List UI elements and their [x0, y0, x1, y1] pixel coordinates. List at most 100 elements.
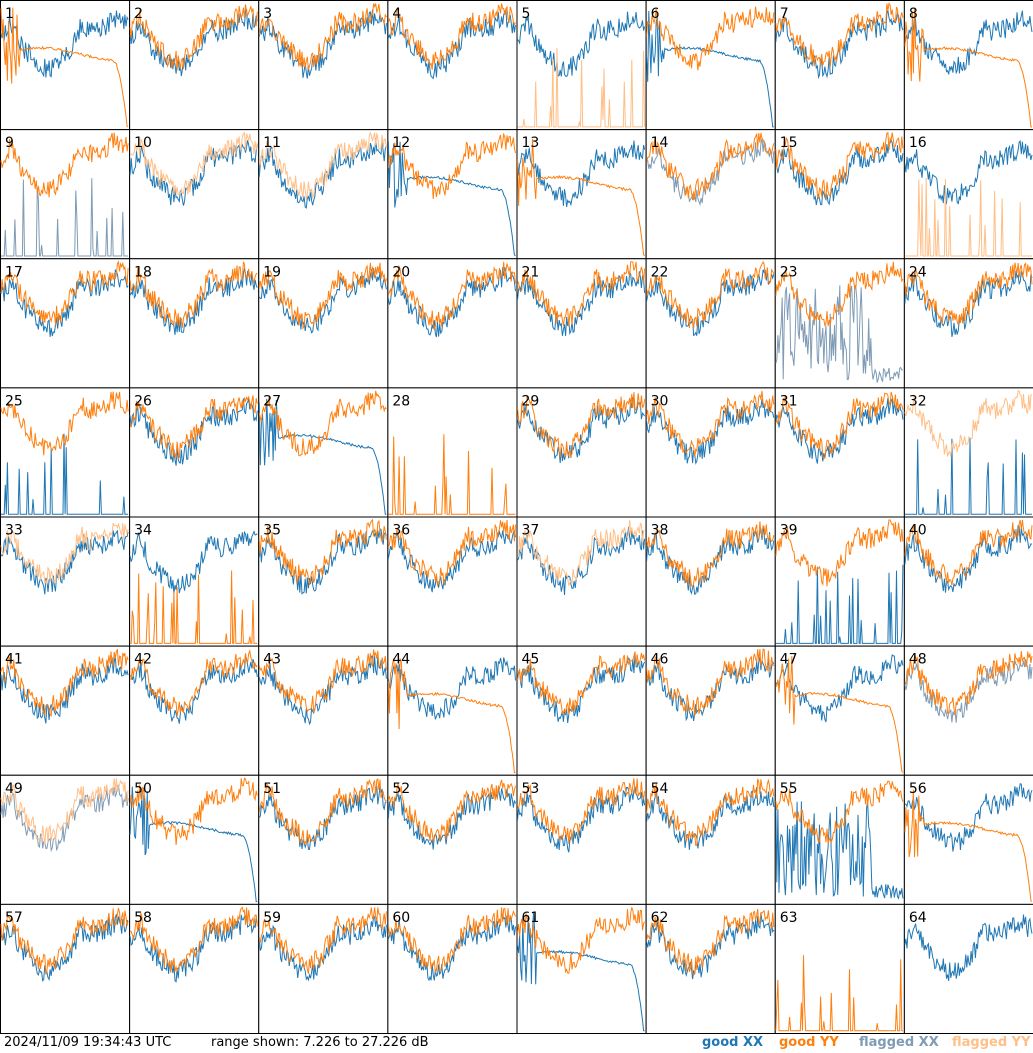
- panel-frame: [774, 903, 905, 1034]
- panel-32: 32: [903, 387, 1033, 518]
- panel-57: 57: [0, 903, 131, 1034]
- series-yy-line: [646, 390, 775, 458]
- series-yy-line: [775, 131, 904, 199]
- series-xx-line: [387, 529, 516, 593]
- panel-61: 61: [516, 903, 647, 1034]
- panel-23: 23: [774, 258, 905, 389]
- panel-number-label: 63: [780, 910, 798, 926]
- series-xx-line: [775, 138, 904, 206]
- series-yy-line: [517, 47, 646, 128]
- panel-41: 41: [0, 645, 131, 776]
- series-yy-line: [0, 391, 129, 456]
- panel-43: 43: [258, 645, 389, 776]
- series-yy-line: [775, 656, 904, 773]
- panel-number-label: 15: [780, 135, 798, 151]
- panel-number-label: 22: [651, 264, 669, 280]
- series-xx-line: [0, 268, 129, 337]
- panel-frame: [258, 645, 389, 776]
- series-yy-line: [258, 262, 387, 330]
- panel-14: 14: [645, 129, 776, 260]
- panel-frame: [387, 387, 518, 518]
- series-yy-line: [387, 261, 516, 331]
- series-xx-line: [129, 140, 258, 206]
- panel-number-label: 12: [392, 135, 410, 151]
- series-yy-line: [904, 789, 1033, 902]
- panel-16: 16: [903, 129, 1033, 260]
- panel-number-label: 9: [5, 135, 14, 151]
- panel-number-label: 38: [651, 523, 669, 539]
- series-yy-line: [388, 434, 516, 515]
- panel-26: 26: [129, 387, 260, 518]
- panel-number-label: 56: [909, 781, 927, 797]
- panel-55: 55: [774, 774, 905, 905]
- panel-19: 19: [258, 258, 389, 389]
- series-yy-line: [904, 8, 1032, 128]
- series-xx-line: [517, 140, 646, 208]
- panel-38: 38: [645, 516, 776, 647]
- panel-40: 40: [903, 516, 1033, 647]
- panel-58: 58: [129, 903, 260, 1034]
- series-yy-line: [646, 521, 775, 588]
- series-yy-line: [129, 131, 258, 196]
- series-yy-line: [387, 132, 516, 199]
- series-xx-line: [517, 11, 646, 77]
- series-yy-line: [646, 908, 775, 976]
- series-xx-line: [0, 784, 129, 853]
- panel-number-label: 34: [134, 523, 152, 539]
- series-xx-line: [904, 659, 1033, 723]
- panel-frame: [387, 516, 518, 647]
- series-yy-line: [0, 907, 129, 975]
- series-yy-line: [130, 906, 258, 973]
- panel-number-label: 44: [392, 652, 410, 668]
- panel-frame: [645, 516, 776, 647]
- panel-number-label: 13: [522, 135, 540, 151]
- series-yy-line: [646, 778, 775, 847]
- series-yy-line: [258, 777, 387, 846]
- panel-15: 15: [774, 129, 905, 260]
- panel-10: 10: [129, 129, 260, 260]
- panel-frame: [516, 258, 647, 389]
- series-yy-line: [0, 648, 129, 718]
- series-xx-line: [129, 8, 258, 77]
- panel-number-label: 36: [392, 523, 410, 539]
- series-yy-line: [904, 262, 1033, 325]
- series-xx-line: [0, 654, 129, 724]
- series-yy-line: [387, 519, 516, 586]
- panel-number-label: 37: [522, 523, 540, 539]
- panel-frame: [0, 129, 131, 260]
- series-yy-line: [775, 261, 904, 327]
- series-xx-line: [775, 801, 904, 900]
- series-yy-line: [904, 390, 1033, 457]
- series-xx-line: [0, 914, 129, 983]
- series-yy-line: [130, 649, 258, 717]
- series-xx-line: [1, 178, 129, 257]
- panel-frame: [903, 645, 1033, 776]
- panel-number-label: 30: [651, 393, 669, 409]
- panel-17: 17: [0, 258, 131, 389]
- panel-44: 44: [387, 645, 518, 776]
- series-xx-line: [517, 527, 646, 596]
- panel-24: 24: [903, 258, 1033, 389]
- series-yy-line: [129, 4, 258, 71]
- panel-number-label: 26: [134, 393, 152, 409]
- panel-54: 54: [645, 774, 776, 905]
- panel-42: 42: [129, 645, 260, 776]
- series-yy-line: [517, 138, 646, 257]
- panel-48: 48: [903, 645, 1033, 776]
- series-xx-line: [775, 397, 904, 464]
- series-yy-line: [517, 907, 646, 974]
- panel-53: 53: [516, 774, 647, 905]
- series-yy-line: [387, 907, 516, 973]
- series-yy-line: [904, 177, 1032, 257]
- series-yy-line: [258, 3, 387, 71]
- series-xx-line: [258, 528, 387, 595]
- series-yy-line: [0, 522, 129, 585]
- panel-21: 21: [516, 258, 647, 389]
- panel-6: 6: [645, 0, 776, 131]
- series-yy-line: [258, 649, 387, 714]
- panel-number-label: 47: [780, 652, 798, 668]
- footer-bar: 2024/11/09 19:34:43 UTC range shown: 7.2…: [0, 1034, 1033, 1053]
- panel-number-label: 10: [134, 135, 152, 151]
- panel-number-label: 16: [909, 135, 927, 151]
- panel-60: 60: [387, 903, 518, 1034]
